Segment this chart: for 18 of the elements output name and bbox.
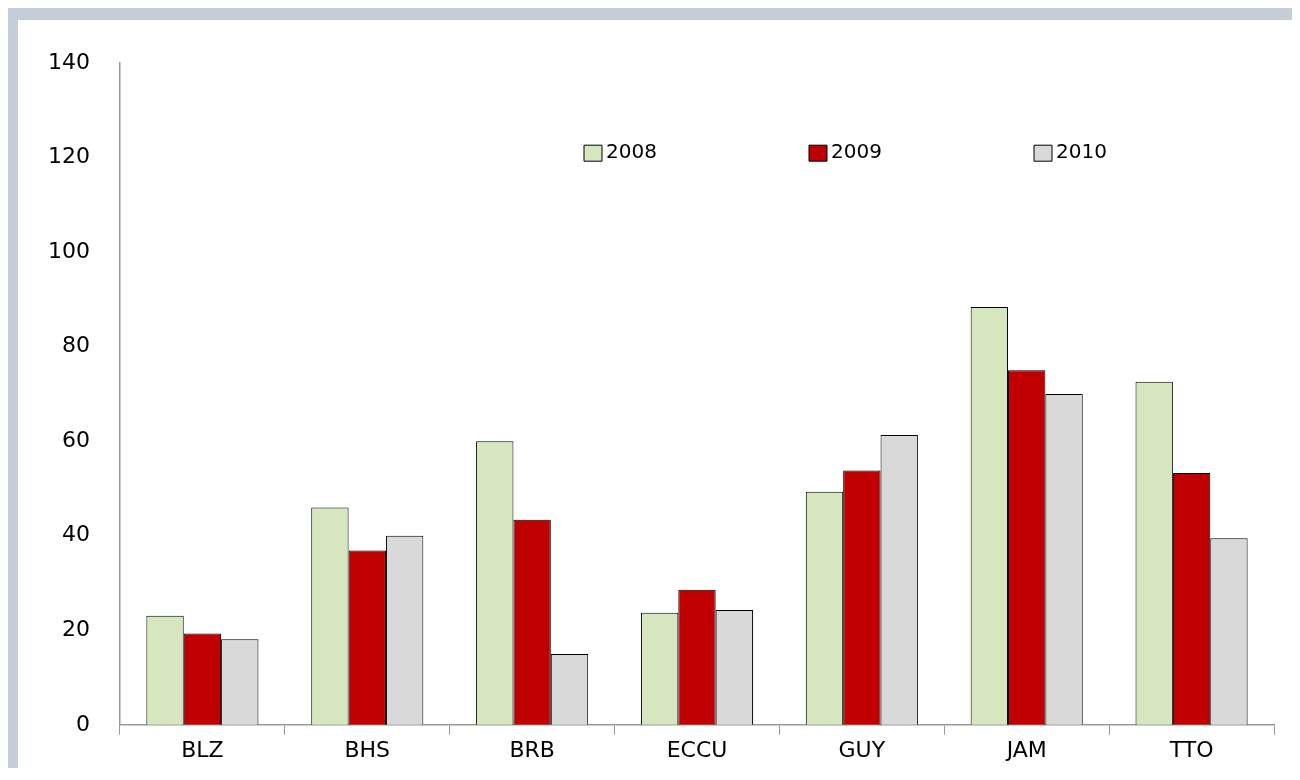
legend-label: 2009 [831,139,882,164]
x-tick-label: TTO [1168,736,1214,762]
y-tick-label: 140 [47,48,90,74]
x-tick-label: BHS [344,736,391,762]
y-tick-label: 120 [47,143,90,169]
x-tick-label: ECCU [666,736,728,762]
y-tick-label: 80 [61,332,90,358]
y-tick-label: 0 [75,710,90,736]
x-tick-label: GUY [838,736,886,762]
legend-label: 2010 [1056,139,1107,164]
y-tick-label: 20 [61,616,90,641]
x-tick-label: BLZ [181,736,224,762]
y-tick-label: 60 [61,426,90,452]
x-tick-label: BRB [509,736,555,762]
y-tick-label: 40 [61,521,90,547]
y-tick-label: 100 [47,237,90,263]
legend-label: 2008 [606,139,657,164]
x-tick-label: JAM [1004,736,1047,762]
